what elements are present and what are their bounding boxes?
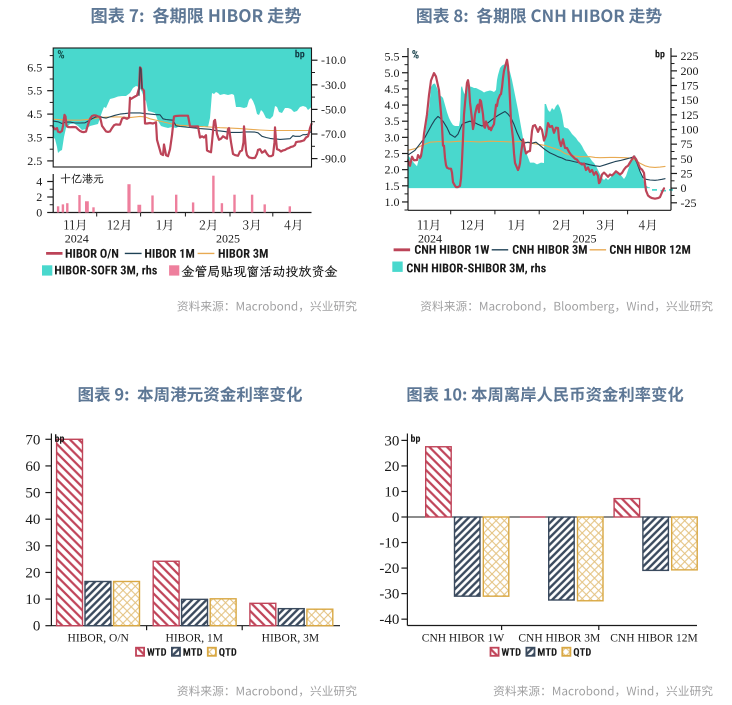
svg-text:6.5: 6.5 <box>27 60 42 74</box>
svg-text:30: 30 <box>384 433 399 449</box>
svg-text:HIBOR, 1M: HIBOR, 1M <box>166 633 224 645</box>
svg-text:125: 125 <box>681 108 699 122</box>
svg-text:70: 70 <box>25 432 40 448</box>
svg-text:50: 50 <box>681 152 693 166</box>
svg-text:2024: 2024 <box>418 232 442 246</box>
svg-text:3.5: 3.5 <box>27 131 42 145</box>
svg-text:5.0: 5.0 <box>385 66 400 80</box>
svg-text:-90.0: -90.0 <box>321 152 346 166</box>
svg-text:1.0: 1.0 <box>385 195 400 209</box>
svg-text:4.0: 4.0 <box>385 98 400 112</box>
svg-text:2: 2 <box>36 190 42 204</box>
svg-text:-10.0: -10.0 <box>321 53 346 67</box>
svg-text:10: 10 <box>384 485 399 501</box>
svg-text:4.5: 4.5 <box>385 82 400 96</box>
svg-text:2.5: 2.5 <box>385 147 400 161</box>
svg-text:CNH HIBOR 3M: CNH HIBOR 3M <box>518 633 600 645</box>
svg-text:3.5: 3.5 <box>385 114 400 128</box>
svg-text:225: 225 <box>681 49 699 63</box>
svg-text:-50.0: -50.0 <box>321 102 346 116</box>
svg-text:-30.0: -30.0 <box>321 78 346 92</box>
svg-text:0: 0 <box>33 619 41 635</box>
svg-text:100: 100 <box>681 123 699 137</box>
svg-text:4: 4 <box>36 175 42 189</box>
svg-text:5.5: 5.5 <box>27 84 42 98</box>
svg-text:50: 50 <box>25 486 40 502</box>
svg-text:175: 175 <box>681 79 699 93</box>
svg-text:-70.0: -70.0 <box>321 127 346 141</box>
svg-text:HIBOR, 3M: HIBOR, 3M <box>262 633 320 645</box>
svg-text:0: 0 <box>392 510 400 526</box>
svg-text:0: 0 <box>36 206 42 220</box>
svg-text:HIBOR, O/N: HIBOR, O/N <box>68 633 130 645</box>
svg-text:20: 20 <box>384 459 399 475</box>
svg-text:-25: -25 <box>681 196 697 210</box>
svg-text:25: 25 <box>681 167 693 181</box>
svg-text:2.0: 2.0 <box>385 163 400 177</box>
svg-text:60: 60 <box>25 459 40 475</box>
svg-text:20: 20 <box>25 565 40 581</box>
svg-text:CNH HIBOR 12M: CNH HIBOR 12M <box>610 633 698 645</box>
svg-text:2025: 2025 <box>216 232 240 246</box>
svg-text:2.5: 2.5 <box>27 154 42 168</box>
svg-text:10: 10 <box>25 592 40 608</box>
svg-text:200: 200 <box>681 64 699 78</box>
svg-text:150: 150 <box>681 93 699 107</box>
svg-text:-20: -20 <box>379 561 399 577</box>
svg-text:5.5: 5.5 <box>385 50 400 64</box>
svg-text:-40: -40 <box>379 612 399 628</box>
svg-text:3.0: 3.0 <box>385 130 400 144</box>
svg-text:2025: 2025 <box>573 232 597 246</box>
svg-text:-30: -30 <box>379 587 399 603</box>
svg-text:0: 0 <box>681 181 687 195</box>
svg-text:-10: -10 <box>379 536 399 552</box>
svg-text:40: 40 <box>25 512 40 528</box>
svg-text:4.5: 4.5 <box>27 107 42 121</box>
svg-text:75: 75 <box>681 137 693 151</box>
svg-text:30: 30 <box>25 539 40 555</box>
svg-text:1.5: 1.5 <box>385 179 400 193</box>
svg-text:CNH HIBOR 1W: CNH HIBOR 1W <box>422 633 505 645</box>
svg-text:2024: 2024 <box>65 232 89 246</box>
